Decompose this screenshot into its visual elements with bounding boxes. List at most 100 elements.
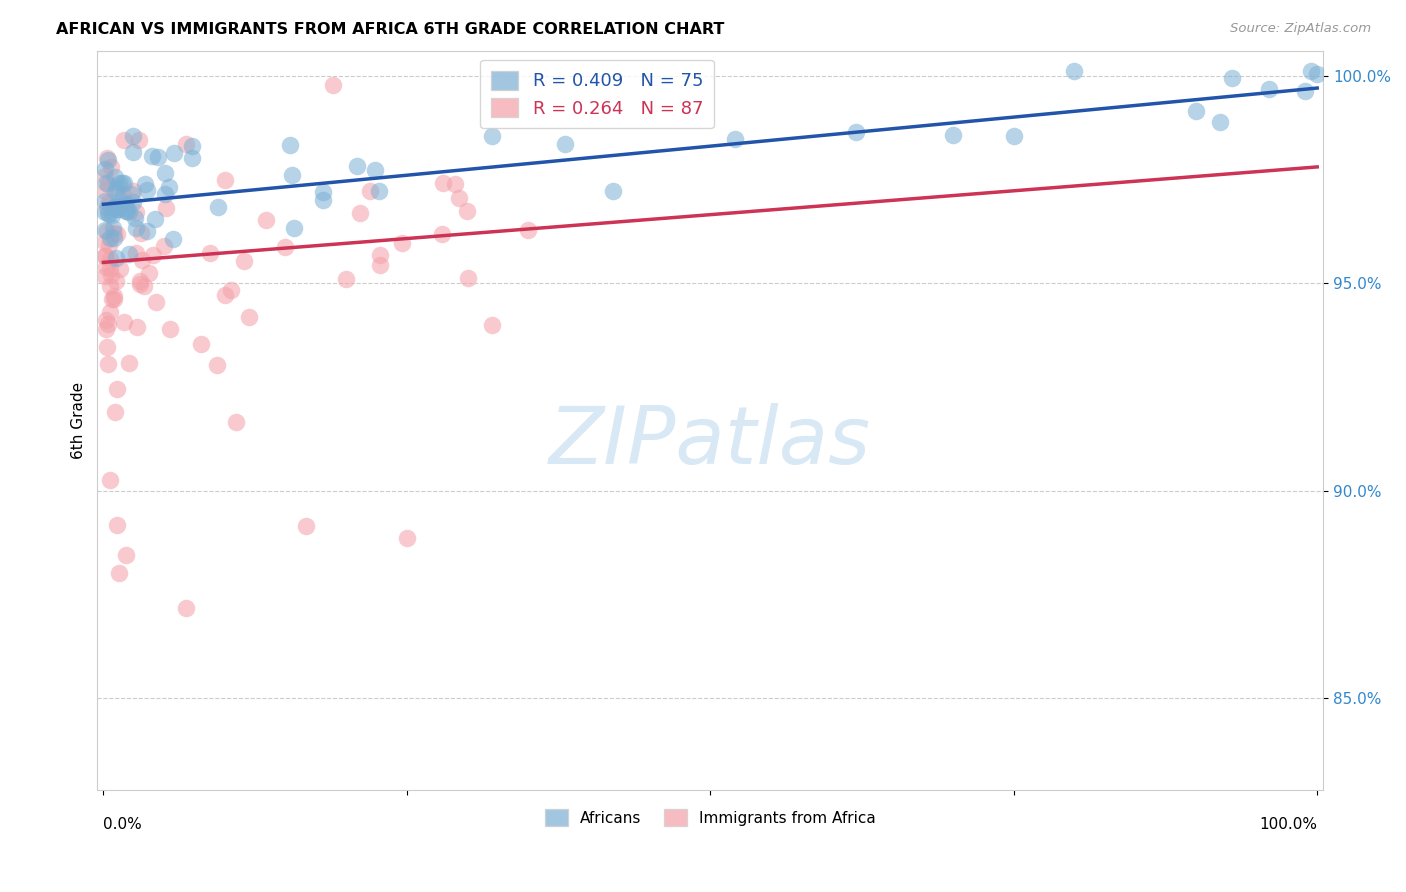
Point [98, 305, 121, 319]
Point [107, 181, 129, 195]
Point [115, 201, 138, 215]
Point [114, 203, 136, 218]
Point [108, 176, 131, 190]
Point [517, 223, 540, 237]
Point [97, 205, 120, 219]
Point [432, 227, 454, 241]
Point [205, 358, 228, 372]
Point [98, 231, 121, 245]
Point [118, 246, 141, 260]
Point [100, 160, 122, 174]
Point [335, 272, 357, 286]
Text: AFRICAN VS IMMIGRANTS FROM AFRICA 6TH GRADE CORRELATION CHART: AFRICAN VS IMMIGRANTS FROM AFRICA 6TH GR… [56, 22, 724, 37]
Point [278, 138, 301, 153]
Point [100, 268, 122, 282]
Point [121, 194, 143, 209]
Point [94, 169, 117, 183]
Point [157, 180, 180, 194]
Point [94, 313, 117, 327]
Point [93, 223, 115, 237]
Point [94, 322, 117, 336]
Point [368, 184, 391, 198]
Point [122, 145, 145, 159]
Point [180, 151, 202, 165]
Point [129, 277, 152, 291]
Point [122, 184, 145, 198]
Point [96, 152, 118, 166]
Point [96, 224, 118, 238]
Point [96, 200, 118, 214]
Point [1185, 103, 1208, 118]
Point [214, 172, 236, 186]
Point [98, 207, 121, 221]
Point [481, 129, 503, 144]
Point [118, 204, 141, 219]
Point [103, 226, 125, 240]
Point [174, 601, 197, 615]
Point [97, 357, 120, 371]
Point [159, 322, 181, 336]
Point [114, 197, 136, 211]
Point [115, 204, 138, 219]
Point [105, 227, 128, 242]
Point [141, 149, 163, 163]
Point [93, 205, 115, 219]
Point [395, 532, 418, 546]
Point [256, 213, 278, 227]
Text: Source: ZipAtlas.com: Source: ZipAtlas.com [1230, 22, 1371, 36]
Point [190, 337, 212, 351]
Point [138, 266, 160, 280]
Text: 100.0%: 100.0% [1260, 817, 1317, 832]
Point [153, 238, 176, 252]
Point [96, 340, 118, 354]
Point [103, 200, 125, 214]
Point [94, 194, 117, 209]
Point [105, 252, 128, 266]
Point [105, 517, 128, 532]
Point [124, 211, 146, 226]
Point [481, 318, 503, 332]
Point [93, 184, 115, 198]
Point [100, 252, 122, 266]
Point [1209, 115, 1232, 129]
Point [103, 405, 125, 419]
Point [1294, 84, 1316, 98]
Point [115, 196, 138, 211]
Point [98, 194, 121, 209]
Point [94, 176, 117, 190]
Point [174, 137, 197, 152]
Point [120, 187, 142, 202]
Point [105, 199, 128, 213]
Point [105, 382, 128, 396]
Point [232, 254, 254, 268]
Point [845, 124, 868, 138]
Point [456, 203, 478, 218]
Point [103, 292, 125, 306]
Point [207, 200, 229, 214]
Text: 0.0%: 0.0% [104, 817, 142, 832]
Point [134, 178, 156, 192]
Point [129, 274, 152, 288]
Point [163, 146, 186, 161]
Point [457, 271, 479, 285]
Point [115, 548, 138, 562]
Point [97, 318, 120, 332]
Point [98, 473, 121, 487]
Point [118, 356, 141, 370]
Point [101, 208, 124, 222]
Point [145, 294, 167, 309]
Point [112, 315, 135, 329]
Point [432, 176, 454, 190]
Point [97, 153, 120, 168]
Point [238, 310, 260, 324]
Point [1257, 82, 1279, 96]
Point [103, 184, 125, 198]
Point [94, 235, 117, 249]
Point [554, 136, 576, 151]
Point [131, 253, 153, 268]
Point [1306, 67, 1329, 81]
Point [103, 230, 125, 244]
Point [122, 128, 145, 143]
Point [107, 566, 129, 581]
Point [105, 202, 128, 216]
